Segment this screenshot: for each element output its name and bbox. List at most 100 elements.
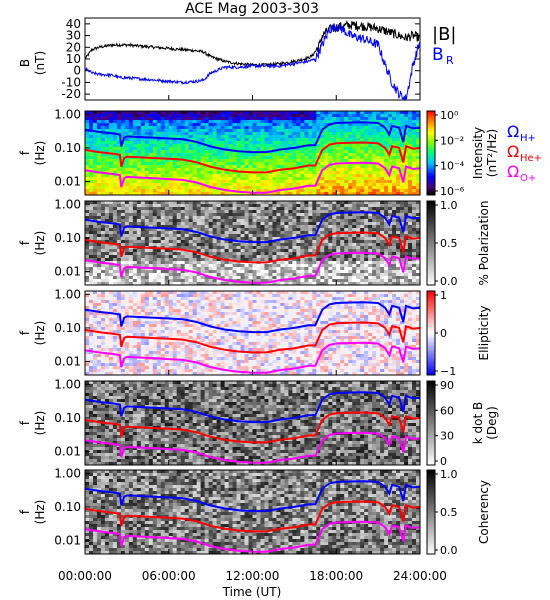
heatmap-cell <box>356 111 361 115</box>
heatmap-cell <box>88 273 94 277</box>
heatmap-cell <box>184 216 190 220</box>
heatmap-cell <box>164 123 170 127</box>
heatmap-cell <box>124 213 130 217</box>
heatmap-cell <box>148 174 154 178</box>
heatmap-cell <box>396 186 401 190</box>
heatmap-cell <box>88 339 94 343</box>
heatmap-cell <box>204 168 210 172</box>
heatmap-cell <box>212 279 218 283</box>
heatmap-cell <box>85 165 90 169</box>
heatmap-cell <box>188 258 194 262</box>
heatmap-cell <box>404 192 409 196</box>
heatmap-cell <box>400 111 405 115</box>
heatmap-cell <box>268 132 273 136</box>
heatmap-cell <box>316 183 321 187</box>
heatmap-cell <box>208 174 214 178</box>
heatmap-cell <box>96 219 102 223</box>
heatmap-cell <box>332 180 337 184</box>
heatmap-cell <box>288 216 293 220</box>
heatmap-cell <box>140 240 146 244</box>
heatmap-cell <box>164 126 170 130</box>
heatmap-cell <box>260 180 265 184</box>
heatmap-cell <box>208 210 214 214</box>
heatmap-cell <box>204 150 210 154</box>
heatmap-cell <box>88 342 94 346</box>
heatmap-cell <box>244 219 249 223</box>
heatmap-cell <box>92 117 98 121</box>
heatmap-cell <box>240 117 245 121</box>
heatmap-cell <box>104 273 110 277</box>
heatmap-cell <box>216 249 221 253</box>
heatmap-cell <box>324 207 329 211</box>
heatmap-cell <box>260 213 265 217</box>
heatmap-cell <box>108 357 114 361</box>
heatmap-cell <box>288 138 293 142</box>
heatmap-cell <box>392 201 397 205</box>
heatmap-cell <box>412 189 417 193</box>
heatmap-cell <box>204 261 210 265</box>
heatmap-cell <box>85 117 90 121</box>
heatmap-cell <box>172 258 178 262</box>
heatmap-cell <box>252 117 257 121</box>
heatmap-cell <box>284 249 289 253</box>
heatmap-cell <box>108 159 114 163</box>
heatmap-cell <box>288 273 293 277</box>
heatmap-cell <box>320 171 325 175</box>
heatmap-cell <box>200 225 206 229</box>
heatmap-cell <box>152 207 158 211</box>
heatmap-cell <box>248 246 253 250</box>
heatmap-cell <box>268 237 273 241</box>
heatmap-cell <box>384 225 389 229</box>
heatmap-cell <box>392 240 397 244</box>
heatmap-cell <box>340 153 345 157</box>
heatmap-cell <box>404 123 409 127</box>
heatmap-cell <box>156 135 162 139</box>
heatmap-cell <box>312 138 317 142</box>
heatmap-cell <box>312 210 317 214</box>
heatmap-cell <box>164 237 170 241</box>
heatmap-cell <box>268 168 273 172</box>
heatmap-cell <box>368 249 373 253</box>
heatmap-cell <box>136 231 142 235</box>
heatmap-cell <box>268 186 273 190</box>
heatmap-cell <box>344 147 349 151</box>
spectrogram-panels: 1.000.100.01f (Hz)10⁰10⁻²10⁻⁴10⁻⁶Intensit… <box>18 107 499 557</box>
polarization-colorbar-label: % Polarization <box>477 201 491 286</box>
heatmap-cell <box>164 216 170 220</box>
heatmap-cell <box>276 126 281 130</box>
heatmap-cell <box>152 249 158 253</box>
heatmap-cell <box>128 120 134 124</box>
heatmap-cell <box>312 231 317 235</box>
heatmap-cell <box>312 270 317 274</box>
heatmap-cell <box>380 228 385 232</box>
heatmap-cell <box>264 159 269 163</box>
heatmap-cell <box>132 213 138 217</box>
heatmap-cell <box>396 222 401 226</box>
heatmap-cell <box>260 147 265 151</box>
heatmap-cell <box>392 147 397 151</box>
heatmap-cell <box>184 219 190 223</box>
heatmap-cell <box>336 144 341 148</box>
heatmap-cell <box>288 255 293 259</box>
heatmap-cell <box>264 258 269 262</box>
heatmap-cell <box>260 231 265 235</box>
heatmap-cell <box>404 213 409 217</box>
heatmap-cell <box>352 216 357 220</box>
heatmap-cell <box>312 279 317 283</box>
heatmap-cell <box>248 204 253 208</box>
heatmap-cell <box>328 141 333 145</box>
heatmap-cell <box>360 132 365 136</box>
heatmap-cell <box>128 237 134 241</box>
freq-ytick-label: 0.01 <box>54 265 81 279</box>
heatmap-cell <box>328 192 333 196</box>
heatmap-cell <box>276 159 281 163</box>
heatmap-cell <box>300 243 305 247</box>
heatmap-cell <box>396 177 401 181</box>
heatmap-cell <box>308 150 313 154</box>
heatmap-cell <box>212 141 218 145</box>
heatmap-cell <box>120 126 126 130</box>
heatmap-cell <box>100 336 106 340</box>
heatmap-cell <box>208 231 214 235</box>
heatmap-cell <box>85 351 90 355</box>
heatmap-cell <box>260 165 265 169</box>
